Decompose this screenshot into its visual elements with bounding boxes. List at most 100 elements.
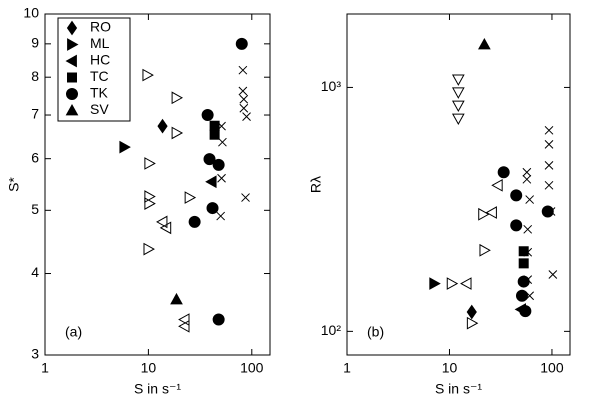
data-point (218, 137, 227, 147)
data-point (178, 313, 190, 326)
data-point (157, 118, 168, 134)
data-point (184, 191, 197, 204)
legend-marker (66, 20, 78, 36)
data-point (544, 161, 554, 170)
data-point (523, 224, 533, 234)
data-point (144, 157, 156, 170)
data-point (478, 207, 490, 221)
legend-marker (66, 88, 78, 100)
data-point (510, 189, 523, 202)
data-point (510, 219, 523, 232)
data-point (239, 94, 249, 104)
y-tick-label: 5 (31, 201, 39, 217)
y-tick-label: 6 (31, 149, 39, 165)
data-point (523, 247, 533, 257)
data-point (235, 37, 248, 50)
data-point (541, 205, 554, 218)
data-point (522, 174, 532, 184)
legend-label: TK (90, 85, 109, 101)
data-point (548, 270, 558, 279)
data-point (239, 103, 249, 113)
data-point (429, 277, 441, 290)
data-point (241, 193, 250, 202)
x-tick-label: 1 (343, 360, 351, 376)
legend-label: ML (90, 35, 110, 51)
data-point (238, 86, 248, 96)
data-point (518, 258, 529, 269)
legend-marker (65, 54, 77, 68)
legend-marker (65, 103, 79, 116)
data-point (466, 316, 479, 330)
legend-marker (67, 38, 79, 51)
data-point (478, 37, 491, 50)
data-point (171, 91, 184, 105)
data-point (144, 190, 156, 203)
y-tick-label: 9 (31, 35, 39, 51)
y-tick-label: 10 (23, 5, 39, 21)
data-point (525, 291, 535, 301)
y-tick-label: 7 (31, 106, 39, 122)
y-tick-label: 10² (321, 322, 342, 338)
data-point (446, 277, 459, 290)
data-point (212, 313, 225, 326)
data-point (119, 140, 131, 154)
data-point (159, 221, 172, 235)
data-point (143, 242, 155, 256)
x-tick-label: 10 (141, 360, 157, 376)
data-point (203, 153, 216, 166)
data-point (242, 112, 251, 121)
y-tick-label: 10³ (321, 78, 342, 94)
data-point (206, 202, 219, 215)
data-point (144, 197, 156, 210)
data-point (515, 289, 528, 302)
data-point (178, 319, 190, 333)
plot-frame (44, 13, 271, 356)
legend-label: HC (90, 52, 110, 68)
x-tick-label: 1 (41, 360, 49, 376)
data-point (460, 277, 472, 290)
legend-box (57, 17, 131, 122)
data-point (188, 215, 201, 228)
data-point (522, 167, 532, 177)
data-point (497, 166, 510, 179)
data-point (142, 68, 154, 82)
data-point (479, 243, 491, 257)
data-point (544, 140, 554, 149)
data-point (209, 129, 220, 140)
data-point (485, 206, 497, 219)
data-point (451, 74, 465, 86)
legend-label: SV (90, 101, 109, 117)
legend-marker (67, 72, 77, 83)
data-point (217, 173, 226, 183)
panel-annotation: (a) (65, 324, 82, 340)
y-tick-label: 8 (31, 68, 39, 84)
x-tick-label: 100 (540, 360, 564, 376)
panel: 1 10 100 10² 10³ S in s⁻¹ Rλ (b) (308, 13, 571, 397)
data-point (523, 275, 533, 284)
x-tick-label: 100 (240, 360, 264, 376)
data-point (451, 100, 465, 113)
panel-annotation: (b) (367, 324, 384, 340)
data-point (451, 87, 465, 99)
data-point (201, 109, 214, 122)
y-axis-label: Rλ (308, 176, 324, 193)
y-axis-label: S* (6, 177, 22, 192)
data-point (451, 113, 465, 126)
data-point (544, 180, 554, 190)
x-axis-label: S in s⁻¹ (134, 381, 181, 397)
y-tick-label: 3 (31, 346, 39, 362)
plot-frame (346, 13, 571, 356)
data-point (205, 175, 217, 189)
data-point (466, 304, 477, 320)
x-tick-label: 10 (442, 360, 458, 376)
data-point (517, 275, 530, 288)
y-tick-label: 4 (31, 264, 39, 280)
data-point (546, 207, 556, 216)
data-point (544, 125, 554, 135)
data-point (170, 292, 183, 305)
data-point (217, 121, 226, 131)
data-point (525, 195, 535, 204)
data-point (212, 158, 225, 171)
